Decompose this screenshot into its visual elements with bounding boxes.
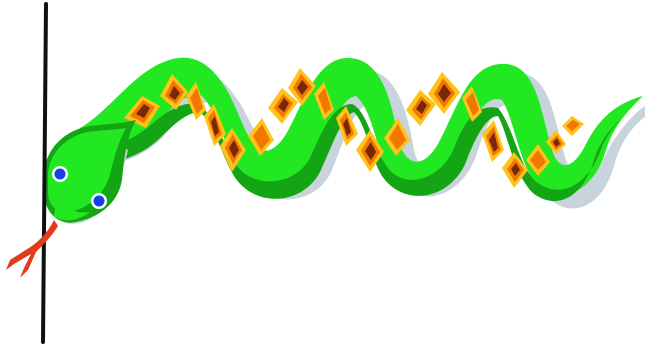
snake-body [80,57,643,195]
snake-belly-shade [96,103,622,202]
snake-tongue [6,220,58,278]
pole-line [41,2,48,344]
snake-eye-upper [52,166,68,182]
snake-eye-lower [91,193,107,209]
snake-head [44,120,136,223]
snake-pattern [124,68,584,188]
